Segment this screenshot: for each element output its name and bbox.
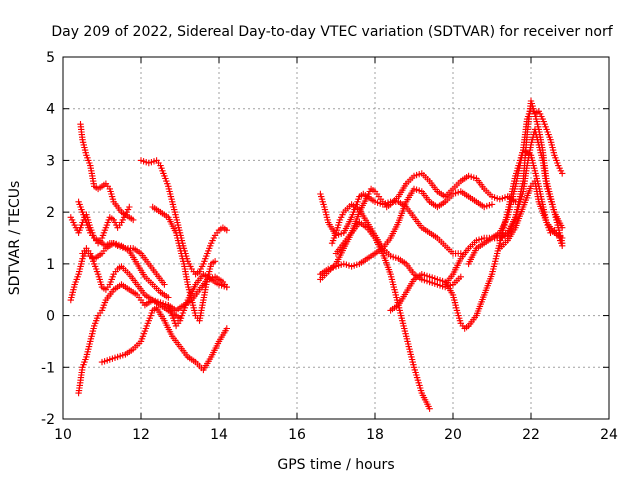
data-point [211, 258, 219, 265]
y-tick-label: -2 [41, 412, 55, 428]
x-tick-label: 18 [366, 427, 384, 443]
x-tick-label: 24 [600, 427, 618, 443]
y-tick-label: 4 [46, 102, 55, 118]
series-sat-o [332, 219, 433, 412]
data-point [559, 242, 566, 249]
y-axis-title: SDTVAR / TECUs [7, 181, 23, 296]
series-sat-j [165, 271, 230, 330]
data-point [223, 227, 230, 234]
x-tick-label: 12 [132, 427, 150, 443]
series-sat-d [75, 198, 172, 301]
y-tick-label: 5 [46, 50, 55, 66]
data-point [559, 170, 566, 177]
x-axis-title: GPS time / hours [277, 457, 394, 473]
data-point [223, 283, 230, 291]
x-tick-label: 14 [210, 427, 228, 443]
chart-title: Day 209 of 2022, Sidereal Day-to-day VTE… [51, 24, 613, 40]
x-tick-label: 16 [288, 427, 306, 443]
y-tick-label: 1 [46, 257, 55, 273]
x-tick-label: 20 [444, 427, 462, 443]
series-sat-b [77, 121, 137, 224]
data-point [161, 281, 168, 288]
series-sat-m [317, 170, 519, 283]
series-sat-h [137, 157, 230, 278]
series-sat-s [488, 105, 566, 242]
data-point [165, 294, 172, 301]
plot-frame [62, 56, 610, 420]
data-series [67, 97, 566, 412]
data-point [457, 273, 464, 280]
y-tick-label: 0 [46, 309, 55, 325]
y-tick-label: 2 [46, 205, 55, 221]
x-tick-label: 22 [522, 427, 540, 443]
y-tick-label: 3 [46, 153, 55, 169]
data-point [488, 201, 496, 208]
data-point [223, 325, 230, 332]
data-point [426, 405, 433, 412]
series-sat-f [75, 281, 184, 397]
series-sat-t [496, 177, 566, 252]
y-tick-label: -1 [41, 360, 55, 376]
data-point [126, 203, 133, 211]
x-tick-label: 10 [54, 427, 72, 443]
series-sat-g [98, 304, 230, 374]
data-point [130, 216, 137, 224]
